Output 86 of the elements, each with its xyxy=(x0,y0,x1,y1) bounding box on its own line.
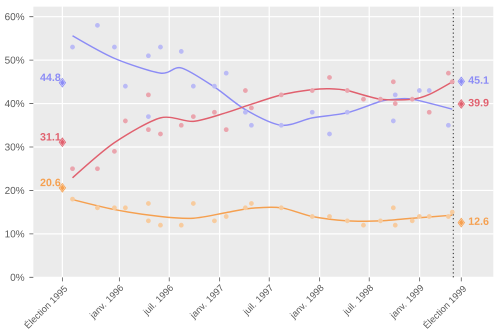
point xyxy=(410,218,415,224)
point xyxy=(70,166,75,171)
point xyxy=(361,222,366,228)
data-label: 20.6 xyxy=(40,178,60,186)
point xyxy=(450,210,455,214)
point xyxy=(242,110,248,114)
point xyxy=(344,218,350,224)
data-label: 12.6 xyxy=(468,217,489,225)
point xyxy=(446,70,451,76)
point xyxy=(112,205,117,210)
point xyxy=(158,222,163,228)
point xyxy=(190,114,196,119)
point xyxy=(378,96,383,102)
y-tick-label: 0% xyxy=(10,274,24,281)
point xyxy=(158,44,163,50)
point xyxy=(146,127,151,132)
data-label: 44.8 xyxy=(40,73,60,81)
point xyxy=(426,110,432,114)
point xyxy=(378,218,383,224)
point xyxy=(212,84,217,88)
point xyxy=(158,131,163,136)
point xyxy=(146,114,151,119)
point xyxy=(70,44,75,50)
point xyxy=(212,218,217,224)
point xyxy=(416,88,422,93)
point xyxy=(327,74,332,80)
y-tick-label: 30% xyxy=(4,143,24,150)
point xyxy=(426,214,432,219)
point xyxy=(146,218,151,224)
point xyxy=(390,79,396,84)
data-label: 45.1 xyxy=(468,76,489,84)
point xyxy=(278,205,284,210)
point xyxy=(249,200,254,206)
point xyxy=(249,122,254,128)
point xyxy=(212,110,217,114)
point xyxy=(224,70,229,76)
point xyxy=(190,84,196,88)
point xyxy=(122,84,128,88)
point xyxy=(344,110,350,114)
point xyxy=(361,96,366,102)
data-label: 31.1 xyxy=(40,132,60,140)
point xyxy=(95,166,100,171)
point xyxy=(242,205,248,210)
point xyxy=(416,214,422,219)
point xyxy=(190,200,196,206)
y-tick-label: 20% xyxy=(5,186,24,194)
point xyxy=(426,88,432,93)
point xyxy=(450,79,455,84)
point xyxy=(249,105,254,110)
point xyxy=(224,214,229,219)
point xyxy=(327,131,332,136)
y-tick-label: 40% xyxy=(4,100,24,107)
point xyxy=(178,48,184,54)
point xyxy=(112,148,117,154)
point xyxy=(390,205,396,210)
point xyxy=(122,118,128,124)
point xyxy=(310,214,315,219)
point xyxy=(242,88,248,93)
point xyxy=(146,53,151,58)
point xyxy=(178,122,184,128)
point xyxy=(310,88,315,93)
y-tick-label: 10% xyxy=(5,230,24,238)
point xyxy=(278,122,284,128)
point xyxy=(278,92,284,98)
point xyxy=(390,118,396,124)
point xyxy=(95,22,100,28)
point xyxy=(178,222,184,228)
point xyxy=(310,110,315,114)
point xyxy=(392,222,398,228)
point xyxy=(122,205,128,210)
point xyxy=(112,44,117,50)
point xyxy=(146,200,151,206)
y-tick-label: 50% xyxy=(5,56,24,64)
point xyxy=(392,92,398,98)
point xyxy=(446,122,451,128)
point xyxy=(70,196,75,202)
point xyxy=(327,214,332,219)
point xyxy=(392,100,398,106)
point xyxy=(95,205,100,210)
point xyxy=(224,127,229,132)
data-label: 39.9 xyxy=(468,98,489,106)
point xyxy=(446,214,451,219)
point xyxy=(410,96,415,102)
point xyxy=(344,88,350,93)
y-tick-label: 60% xyxy=(5,12,24,20)
point xyxy=(146,92,151,98)
